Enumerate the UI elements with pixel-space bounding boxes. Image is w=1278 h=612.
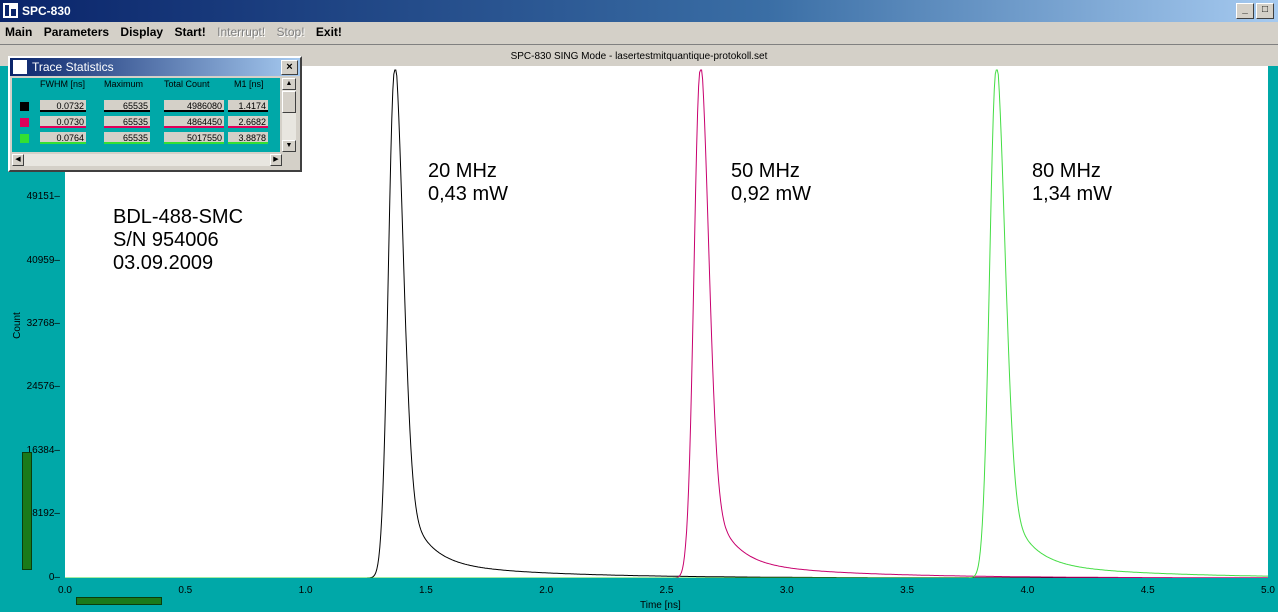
peak2-annotation: 50 MHz 0,92 mW (731, 160, 811, 206)
stat-cell-maximum: 65535 (104, 100, 150, 112)
x-tick-label: 2.5 (659, 585, 674, 596)
x-tick-label: 1.0 (298, 585, 313, 596)
peak3-annotation: 80 MHz 1,34 mW (1032, 160, 1112, 206)
app-icon (3, 3, 18, 18)
y-tick-label: 32768– (26, 317, 60, 329)
stat-cell-m1: 1.4174 (228, 100, 268, 112)
app-icon (13, 60, 27, 74)
peak3-power: 1,34 mW (1032, 183, 1113, 205)
trace-statistics-titlebar[interactable]: Trace Statistics × (10, 58, 300, 76)
x-tick-label: 1.5 (418, 585, 433, 596)
close-icon[interactable]: × (281, 60, 298, 75)
stats-horizontal-scrollbar[interactable]: ◀ ▶ (12, 154, 282, 166)
x-tick-label: 0.5 (178, 585, 193, 596)
peak2-power: 0,92 mW (731, 183, 812, 205)
trace-statistics-panel[interactable]: Trace Statistics × FWHM [ns] Maximum Tot… (8, 56, 302, 172)
trace-statistics-title: Trace Statistics (32, 60, 114, 74)
device-annotation: BDL-488-SMC S/N 954006 03.09.2009 (113, 206, 243, 275)
stat-cell-total: 4986080 (164, 100, 224, 112)
col-m1: M1 [ns] (234, 79, 264, 89)
scroll-thumb[interactable] (282, 91, 296, 113)
maximize-button[interactable]: □ (1256, 3, 1274, 19)
col-fwhm: FWHM [ns] (40, 79, 85, 89)
scroll-down-icon[interactable]: ▼ (282, 140, 296, 152)
menu-start[interactable]: Start! (174, 25, 206, 39)
peak3-frequency: 80 MHz (1032, 160, 1101, 182)
plot-header: SPC-830 SING Mode - lasertestmitquantiqu… (0, 48, 1278, 66)
peak2-frequency: 50 MHz (731, 160, 800, 182)
stat-cell-total: 5017550 (164, 132, 224, 144)
stats-vertical-scrollbar[interactable]: ▲ ▼ (282, 78, 296, 152)
stat-cell-fwhm: 0.0732 (40, 100, 86, 112)
trace-statistics-table: FWHM [ns] Maximum Total Count M1 [ns] 0.… (12, 78, 280, 152)
scroll-left-icon[interactable]: ◀ (12, 154, 24, 166)
window-title: SPC-830 (22, 4, 71, 18)
device-date: 03.09.2009 (113, 252, 214, 274)
menu-exit[interactable]: Exit! (315, 25, 342, 39)
stat-cell-m1: 2.6682 (228, 116, 268, 128)
x-tick-label: 4.5 (1140, 585, 1155, 596)
scroll-right-icon[interactable]: ▶ (270, 154, 282, 166)
x-tick-label: 0.0 (58, 585, 72, 596)
y-tick-label: 16384– (26, 444, 60, 456)
x-axis-title: Time [ns] (640, 600, 681, 611)
stat-cell-fwhm: 0.0730 (40, 116, 86, 128)
stat-cell-maximum: 65535 (104, 116, 150, 128)
y-tick-label: 24576– (26, 381, 60, 393)
stat-cell-maximum: 65535 (104, 132, 150, 144)
stat-cell-m1: 3.8878 (228, 132, 268, 144)
y-tick-label: 49151– (26, 191, 60, 202)
device-model: BDL-488-SMC (113, 206, 244, 228)
menu-main[interactable]: Main (5, 25, 33, 39)
col-total-count: Total Count (164, 79, 210, 89)
device-serial: S/N 954006 (113, 229, 219, 251)
menu-bar: Main Parameters Display Start! Interrupt… (0, 22, 1278, 45)
vertical-scroll-bar[interactable] (22, 452, 32, 570)
trace-color-swatch[interactable] (20, 134, 29, 143)
stat-cell-total: 4864450 (164, 116, 224, 128)
peak1-annotation: 20 MHz 0,43 mW (428, 160, 508, 206)
menu-interrupt: Interrupt! (217, 25, 266, 39)
col-maximum: Maximum (104, 79, 144, 89)
minimize-button[interactable]: _ (1236, 3, 1254, 19)
y-tick-label: 40959– (26, 254, 60, 266)
y-tick-label: 8192– (32, 508, 60, 520)
x-tick-label: 3.5 (900, 585, 915, 596)
horizontal-scroll-bar[interactable] (76, 597, 162, 605)
trace-color-swatch[interactable] (20, 102, 29, 111)
y-tick-label: 0– (48, 572, 60, 583)
x-tick-label: 4.0 (1020, 585, 1035, 596)
x-tick-label: 5.0 (1261, 585, 1275, 596)
title-bar: SPC-830 _ □ (0, 0, 1278, 22)
peak1-frequency: 20 MHz (428, 160, 497, 182)
menu-parameters[interactable]: Parameters (43, 25, 110, 39)
trace-color-swatch[interactable] (20, 118, 29, 127)
peak1-power: 0,43 mW (428, 183, 509, 205)
x-tick-label: 2.0 (539, 585, 554, 596)
stat-cell-fwhm: 0.0764 (40, 132, 86, 144)
x-tick-label: 3.0 (779, 585, 794, 596)
y-axis-title: Count (11, 312, 23, 339)
scroll-up-icon[interactable]: ▲ (282, 78, 296, 90)
menu-display[interactable]: Display (120, 25, 164, 39)
menu-stop: Stop! (276, 25, 305, 39)
